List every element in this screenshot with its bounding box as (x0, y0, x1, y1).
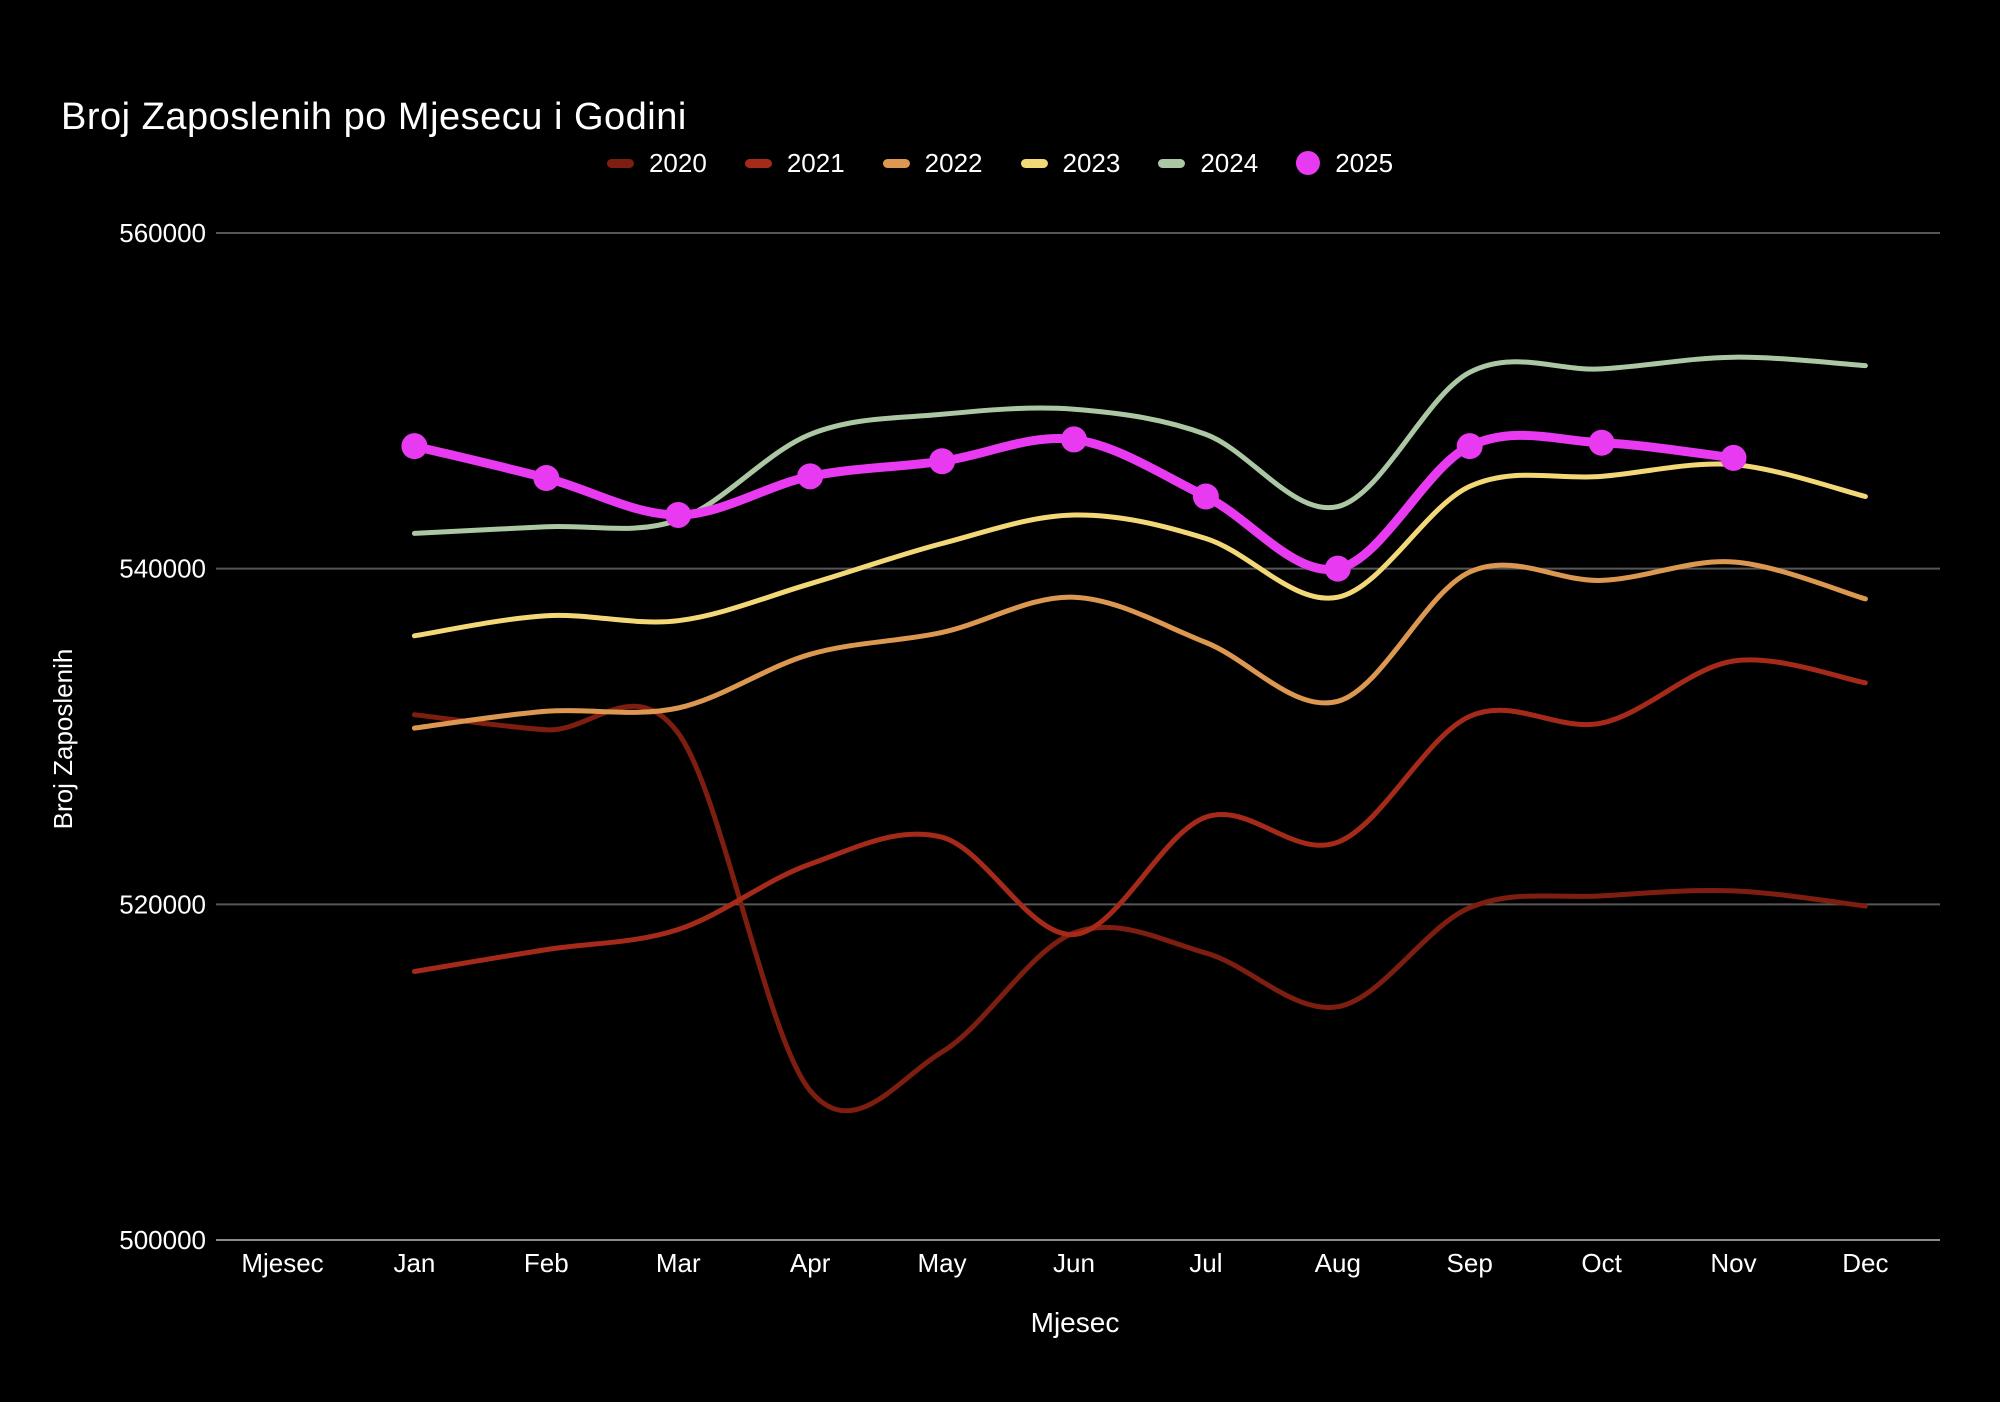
series-marker-2025[interactable] (1192, 483, 1219, 510)
legend-line-swatch-2023 (1020, 158, 1048, 168)
y-axis-title: Broj Zaposlenih (48, 649, 78, 830)
legend-item-2020[interactable]: 2020 (606, 148, 707, 178)
legend-line-swatch-2024 (1158, 158, 1186, 168)
series-marker-2025[interactable] (1060, 426, 1087, 453)
series-marker-2025[interactable] (929, 448, 956, 475)
series-line-2025[interactable] (409, 430, 1738, 574)
series-marker-2025[interactable] (797, 463, 824, 490)
x-tick-label-Jun: Jun (1053, 1248, 1095, 1278)
x-axis-title: Mjesec (1031, 1307, 1120, 1338)
series-line-2020[interactable] (411, 703, 1868, 1114)
x-tick-label-Jul: Jul (1189, 1248, 1222, 1278)
y-tick-label: 520000 (119, 889, 206, 919)
y-tick-label: 540000 (119, 554, 206, 584)
chart-title: Broj Zaposlenih po Mjesecu i Godini (61, 96, 687, 138)
x-tick-label-Apr: Apr (790, 1248, 831, 1278)
legend-line-swatch-2022 (882, 158, 910, 168)
series-line-2023[interactable] (411, 461, 1868, 639)
legend-marker-swatch-2025 (1296, 151, 1321, 175)
series-marker-2025[interactable] (401, 433, 428, 460)
y-tick-label: 560000 (119, 218, 206, 248)
legend-label-2022: 2022 (924, 148, 983, 178)
x-tick-label-Nov: Nov (1710, 1248, 1756, 1278)
x-tick-label-Feb: Feb (524, 1248, 569, 1278)
series-marker-2025[interactable] (1588, 429, 1615, 456)
legend-item-2022[interactable]: 2022 (882, 148, 983, 178)
x-tick-label-Oct: Oct (1581, 1248, 1622, 1278)
legend-label-2023: 2023 (1062, 148, 1121, 178)
series-marker-2025[interactable] (533, 465, 560, 492)
series-marker-2025[interactable] (1324, 555, 1351, 582)
legend-line-swatch-2021 (744, 158, 772, 168)
x-tick-label-Aug: Aug (1315, 1248, 1361, 1278)
legend-label-2020: 2020 (648, 148, 707, 178)
legend-line-swatch-2020 (606, 158, 634, 168)
x-tick-label-Jan: Jan (393, 1248, 435, 1278)
legend-item-2021[interactable]: 2021 (744, 148, 845, 178)
y-tick-label: 500000 (119, 1225, 206, 1255)
series-marker-2025[interactable] (665, 501, 692, 528)
legend-label-2024: 2024 (1200, 148, 1259, 178)
legend-label-2021: 2021 (786, 148, 845, 178)
x-tick-label-Mar: Mar (656, 1248, 701, 1278)
x-tick-label-Sep: Sep (1447, 1248, 1493, 1278)
x-tick-label-Dec: Dec (1842, 1248, 1888, 1278)
legend: 2020 2021 2022 2023 2024 2025 (606, 146, 1393, 180)
legend-item-2023[interactable]: 2023 (1020, 148, 1121, 178)
legend-item-2024[interactable]: 2024 (1158, 150, 1258, 176)
series-line-2022[interactable] (411, 559, 1868, 731)
series-line-2021[interactable] (411, 657, 1868, 974)
legend-label-2025: 2025 (1335, 148, 1394, 178)
legend-item-2025[interactable]: 2025 (1296, 150, 1393, 176)
x-tick-label-Mjesec: Mjesec (241, 1248, 323, 1278)
series-marker-2025[interactable] (1456, 433, 1483, 460)
series-marker-2025[interactable] (1720, 444, 1747, 471)
x-tick-label-May: May (917, 1248, 966, 1278)
